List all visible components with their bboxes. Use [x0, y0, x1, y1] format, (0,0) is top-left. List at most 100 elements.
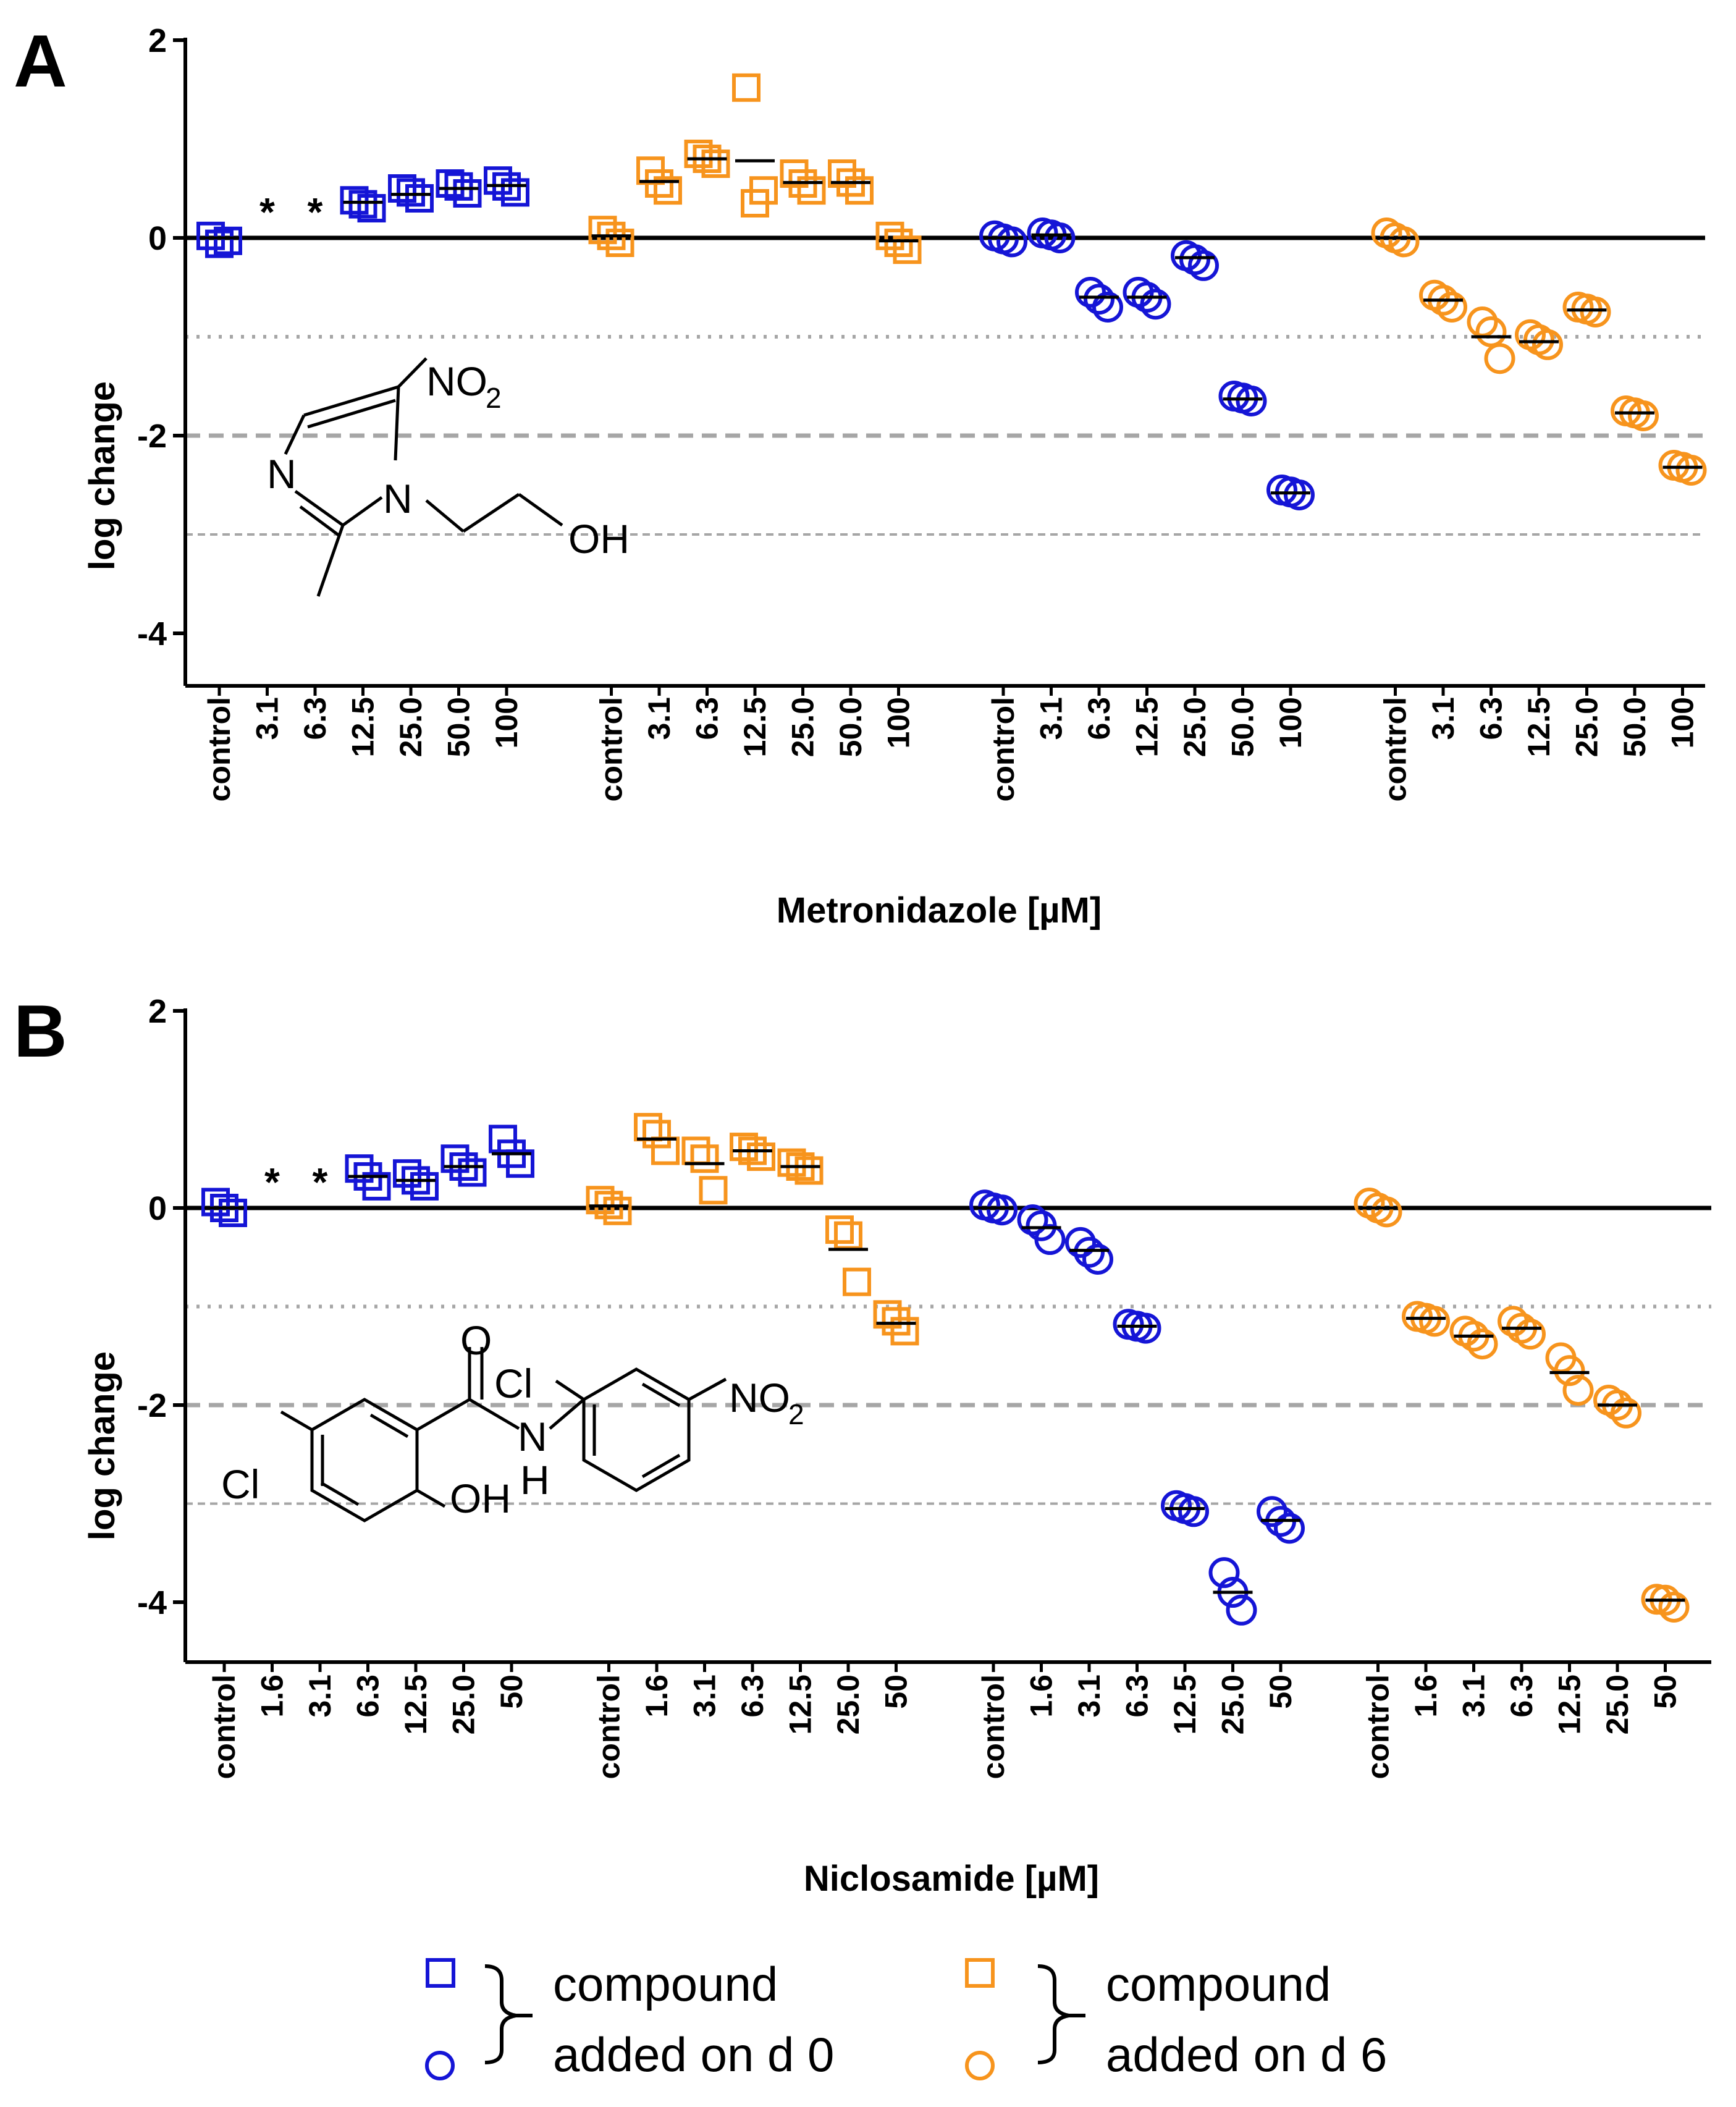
legend-d6-line1: compound	[1106, 1957, 1331, 2011]
x-tick-label: 25.0	[394, 697, 428, 757]
panel-b-plot-area: 2 0 -2 -4 control 1.6 * 3.1 * 6.3 12.5 25.0 50 contro…	[137, 993, 1711, 1779]
data-point-square	[348, 190, 377, 219]
x-tick-label: 12.5	[1168, 1674, 1202, 1734]
data-point-square	[882, 1307, 911, 1336]
panel-a-y-axis-title: log change	[82, 381, 122, 570]
y-tick-label: 2	[148, 22, 167, 59]
y-tick-label: -2	[137, 1387, 167, 1424]
x-tick-label: 3.1	[1072, 1674, 1106, 1718]
x-tick-label: 50.0	[1226, 697, 1260, 757]
x-tick-label: 50	[1648, 1674, 1683, 1709]
data-point-square	[214, 226, 242, 255]
data-point-circle	[1075, 277, 1106, 308]
data-point-circle	[1226, 1594, 1257, 1626]
data-point-square	[730, 1133, 758, 1162]
chem-label-oh: OH	[450, 1476, 511, 1521]
x-tick-label: 3.1	[688, 1674, 722, 1718]
significance-star: *	[264, 1160, 280, 1204]
x-tick-label: 1.6	[255, 1674, 290, 1718]
panel-b-y-axis-title: log change	[82, 1351, 122, 1540]
x-tick-label: 3.1	[1426, 697, 1460, 740]
data-point-circle	[1467, 1328, 1498, 1360]
data-point-square	[643, 1120, 671, 1149]
data-point-square	[501, 178, 529, 207]
chem-label-oh: OH	[568, 516, 630, 562]
x-tick-label: 6.3	[1120, 1674, 1155, 1718]
data-point-circle	[1074, 1236, 1105, 1268]
data-point-square	[345, 1154, 374, 1183]
x-tick-label: 3.1	[642, 697, 676, 740]
data-point-square	[843, 1267, 871, 1296]
legend-square-d6	[965, 1958, 995, 1988]
panel-letter-b: B	[14, 990, 67, 1073]
x-tick-label: 3.1	[1034, 697, 1069, 740]
data-point-circle	[1208, 1557, 1240, 1589]
data-point-circle	[1065, 1227, 1096, 1258]
data-point-square	[780, 159, 809, 188]
x-tick-label: 6.3	[690, 697, 725, 740]
x-tick-label: 12.5	[738, 697, 772, 757]
chem-label-cl2: Cl	[494, 1361, 533, 1406]
chem-label-nitro-sub: 2	[486, 382, 502, 414]
data-point-circle	[1082, 1243, 1113, 1275]
x-tick-label: 3.1	[303, 1674, 337, 1718]
significance-star: *	[313, 1160, 328, 1204]
data-point-square	[681, 1136, 710, 1165]
data-point-circle	[1515, 1319, 1546, 1350]
x-tick-label: 6.3	[1082, 697, 1116, 740]
data-point-square	[458, 1158, 487, 1187]
x-tick-label: 6.3	[298, 697, 332, 740]
data-point-square	[699, 1176, 728, 1205]
x-tick-label: 1.6	[1409, 1674, 1443, 1718]
data-point-circle	[1436, 292, 1467, 323]
x-tick-label: 25.0	[447, 1674, 481, 1734]
x-tick-label: 50.0	[833, 697, 868, 757]
chem-label-nitro-sub: 2	[788, 1398, 804, 1430]
data-point-circle	[1611, 1397, 1641, 1429]
data-point-circle	[1026, 1210, 1057, 1241]
data-point-square	[357, 194, 386, 222]
x-tick-label: 6.3	[1504, 1674, 1539, 1718]
x-tick-label: control	[207, 1674, 242, 1779]
data-point-square	[828, 159, 856, 188]
legend-brace-d0	[484, 1964, 533, 2064]
data-point-square	[651, 1136, 680, 1165]
data-point-square	[397, 178, 425, 207]
x-tick-label: 12.5	[398, 1674, 433, 1734]
x-tick-label: 6.3	[351, 1674, 386, 1718]
data-point-square	[410, 1172, 439, 1201]
x-tick-label: 12.5	[1553, 1674, 1587, 1734]
x-tick-label: 25.0	[831, 1674, 866, 1734]
x-tick-label: 3.1	[250, 697, 285, 740]
data-point-square	[453, 179, 482, 208]
x-tick-label: 3.1	[1457, 1674, 1491, 1718]
x-tick-label: 25.0	[786, 697, 820, 757]
niclosamide-structure	[280, 1347, 727, 1522]
data-point-square	[893, 235, 922, 264]
legend-brace-d6	[1037, 1964, 1085, 2064]
data-point-square	[777, 1148, 806, 1177]
data-point-square	[205, 229, 234, 258]
y-tick-label: 2	[148, 993, 167, 1030]
x-tick-label: 100	[1666, 697, 1700, 748]
data-point-square	[340, 186, 369, 215]
data-point-square	[890, 1317, 919, 1346]
x-tick-label: 12.5	[1522, 697, 1556, 757]
x-tick-label: 25.0	[1600, 1674, 1635, 1734]
x-tick-label: 50.0	[442, 697, 476, 757]
data-point-square	[690, 1144, 719, 1173]
x-tick-label: control	[592, 1674, 626, 1779]
x-tick-label: 50	[1263, 1674, 1298, 1709]
data-point-square	[603, 1196, 632, 1225]
data-point-square	[605, 229, 634, 257]
x-tick-label: 1.6	[639, 1674, 674, 1718]
chem-label-o: O	[460, 1317, 492, 1363]
x-tick-label: 25.0	[1216, 1674, 1250, 1734]
data-point-circle	[1179, 244, 1210, 276]
x-tick-label: 6.3	[735, 1674, 770, 1718]
legend-d6-line2: added on d 6	[1106, 2027, 1387, 2082]
metronidazole-structure	[284, 357, 563, 597]
x-tick-label: 12.5	[783, 1674, 818, 1734]
x-tick-label: control	[202, 697, 237, 801]
